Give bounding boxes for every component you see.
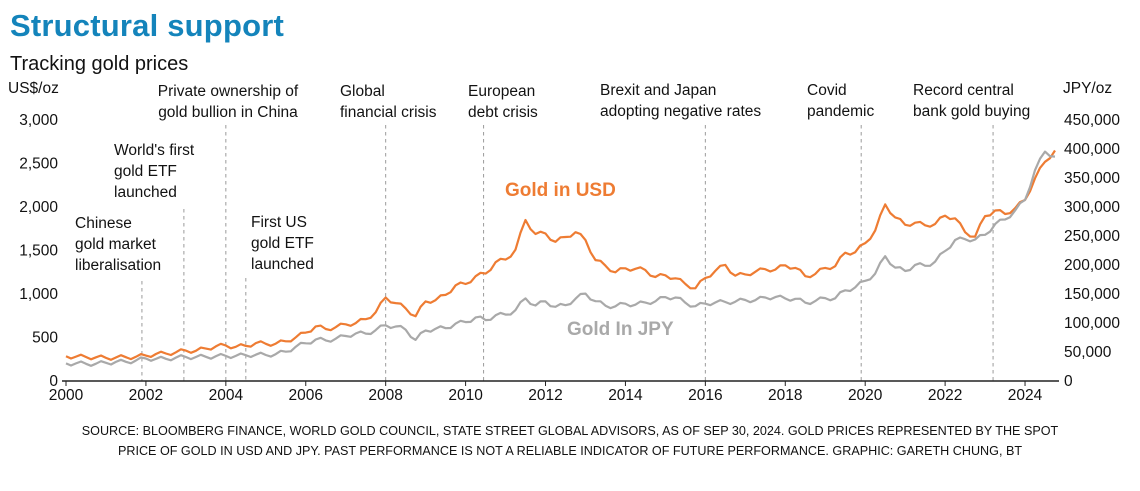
svg-text:2004: 2004 — [209, 387, 244, 404]
svg-text:First US: First US — [251, 214, 307, 231]
svg-text:Gold in USD: Gold in USD — [505, 180, 616, 201]
svg-text:2010: 2010 — [448, 387, 483, 404]
svg-text:pandemic: pandemic — [807, 103, 874, 120]
svg-text:Record central: Record central — [913, 82, 1014, 99]
gold-price-chart: Chinese gold market liberalisation World's … — [8, 80, 1120, 404]
svg-text:World's first: World's first — [114, 142, 195, 159]
svg-text:450,000: 450,000 — [1064, 112, 1120, 129]
source-note: SOURCE: BLOOMBERG FINANCE, WORLD GOLD CO… — [0, 422, 1140, 461]
svg-text:launched: launched — [251, 256, 314, 273]
svg-text:0: 0 — [1064, 373, 1073, 390]
svg-text:2014: 2014 — [608, 387, 643, 404]
svg-text:3,000: 3,000 — [19, 112, 58, 129]
svg-text:2002: 2002 — [129, 387, 163, 404]
svg-text:Brexit and Japan: Brexit and Japan — [600, 82, 716, 99]
svg-text:bank gold buying: bank gold buying — [913, 103, 1030, 120]
svg-text:350,000: 350,000 — [1064, 170, 1120, 187]
svg-text:100,000: 100,000 — [1064, 315, 1120, 332]
svg-text:adopting negative rates: adopting negative rates — [600, 103, 761, 120]
svg-text:Chinese: Chinese — [75, 215, 132, 232]
svg-text:US$/oz: US$/oz — [8, 80, 59, 97]
svg-text:financial crisis: financial crisis — [340, 104, 437, 121]
infographic: Structural support Tracking gold prices … — [0, 8, 1140, 461]
source-line-1: SOURCE: BLOOMBERG FINANCE, WORLD GOLD CO… — [81, 424, 1059, 438]
svg-text:gold market: gold market — [75, 236, 157, 253]
svg-text:Covid: Covid — [807, 82, 847, 99]
svg-text:2,000: 2,000 — [19, 199, 58, 216]
svg-text:300,000: 300,000 — [1064, 199, 1120, 216]
svg-text:2018: 2018 — [768, 387, 802, 404]
svg-text:2016: 2016 — [688, 387, 722, 404]
source-line-2: PRICE OF GOLD IN USD AND JPY. PAST PERFO… — [117, 443, 1023, 458]
svg-text:500: 500 — [32, 330, 58, 347]
svg-text:400,000: 400,000 — [1064, 141, 1120, 158]
svg-text:gold ETF: gold ETF — [114, 163, 177, 180]
svg-text:2022: 2022 — [928, 387, 962, 404]
svg-text:debt crisis: debt crisis — [468, 104, 538, 121]
svg-text:2000: 2000 — [49, 387, 84, 404]
svg-text:launched: launched — [114, 184, 177, 201]
svg-text:250,000: 250,000 — [1064, 228, 1120, 245]
svg-text:2012: 2012 — [528, 387, 562, 404]
svg-text:European: European — [468, 83, 535, 100]
svg-text:gold bullion in China: gold bullion in China — [158, 104, 298, 121]
svg-text:gold ETF: gold ETF — [251, 235, 314, 252]
svg-text:2006: 2006 — [289, 387, 323, 404]
svg-text:1,000: 1,000 — [19, 286, 58, 303]
svg-text:2,500: 2,500 — [19, 156, 58, 173]
svg-text:liberalisation: liberalisation — [75, 257, 161, 274]
svg-text:Private ownership of: Private ownership of — [158, 83, 299, 100]
page-title: Structural support — [10, 8, 285, 43]
svg-text:150,000: 150,000 — [1064, 286, 1120, 303]
svg-text:2024: 2024 — [1008, 387, 1043, 404]
svg-text:Global: Global — [340, 83, 385, 100]
svg-text:200,000: 200,000 — [1064, 257, 1120, 274]
svg-text:1,500: 1,500 — [19, 243, 58, 260]
svg-text:2008: 2008 — [368, 387, 402, 404]
page-subtitle: Tracking gold prices — [10, 53, 189, 75]
svg-text:2020: 2020 — [848, 387, 883, 404]
svg-text:JPY/oz: JPY/oz — [1063, 80, 1112, 97]
svg-text:50,000: 50,000 — [1064, 344, 1112, 361]
svg-text:Gold In JPY: Gold In JPY — [567, 319, 674, 340]
svg-text:0: 0 — [49, 373, 58, 390]
